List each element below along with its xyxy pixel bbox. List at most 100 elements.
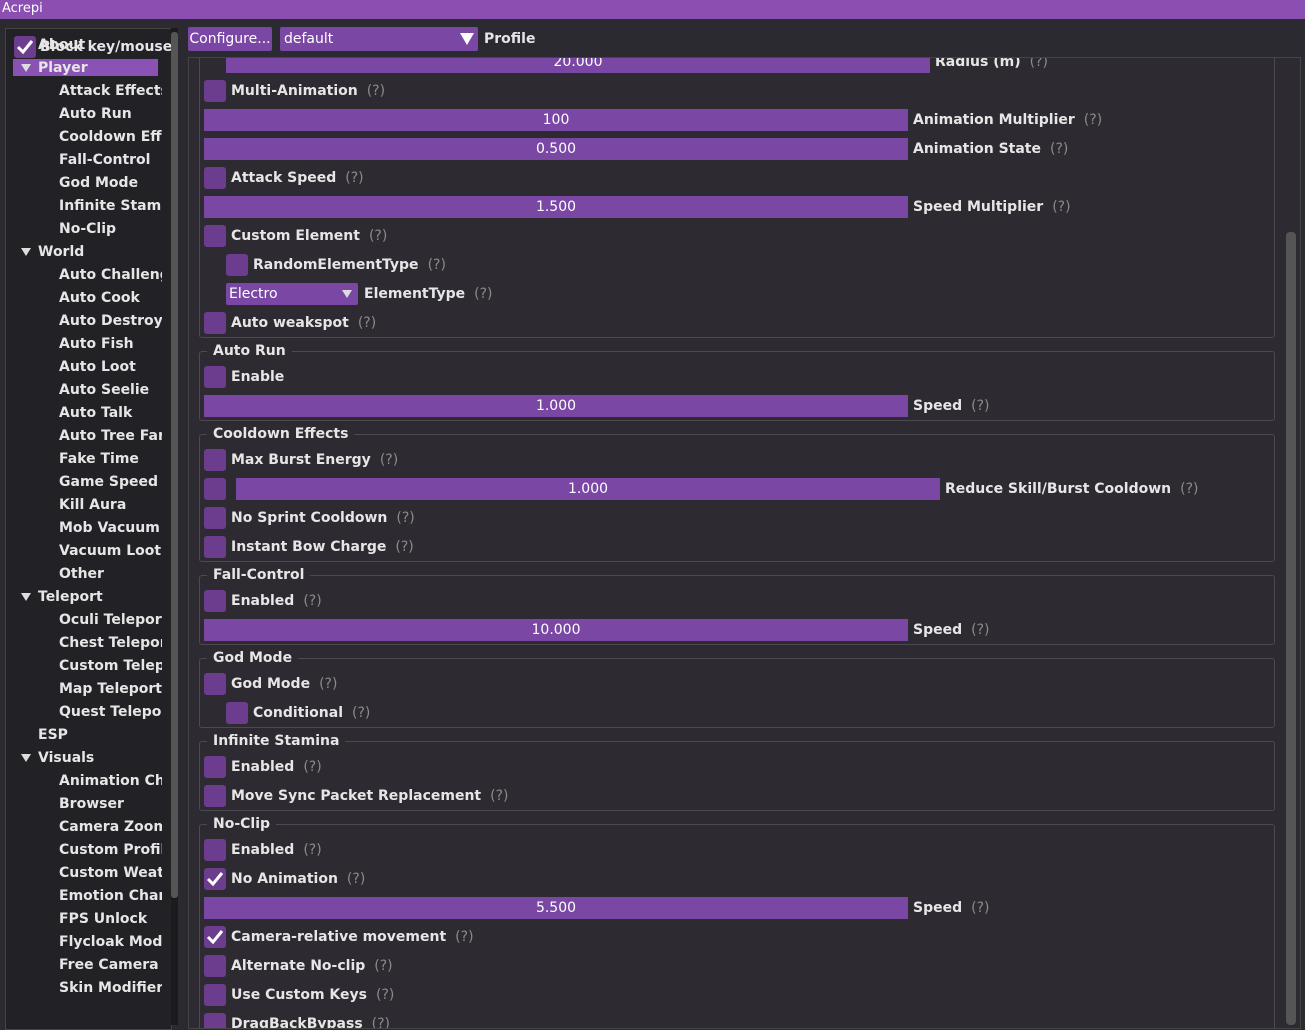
nav-item[interactable]: Game Speed [59,474,159,490]
nav-item[interactable]: Fall-Control [59,152,151,168]
nav-item[interactable]: Map Teleport [59,681,162,697]
nav-item[interactable]: Emotion Changer [59,888,162,904]
nav-item[interactable]: Custom Profile [59,842,162,858]
nav-item[interactable]: Auto Challenge [59,267,162,283]
slider[interactable]: 1.000 [236,478,940,500]
checkbox[interactable] [204,839,226,861]
checkbox[interactable] [204,312,226,334]
checkbox[interactable] [204,366,226,388]
nav-item[interactable]: No-Clip [59,221,117,237]
nav-item[interactable]: Player [38,60,88,76]
nav-item[interactable]: Auto Talk [59,405,133,421]
help-marker[interactable]: (?) [345,170,364,186]
nav-item[interactable]: Visuals [38,750,95,766]
nav-item[interactable]: Mob Vacuum [59,520,160,536]
slider[interactable]: 100 [204,109,908,131]
nav-item[interactable]: Quest Teleport [59,704,162,720]
profile-dropdown[interactable]: default [280,27,478,51]
help-marker[interactable]: (?) [474,286,493,302]
help-marker[interactable]: (?) [1050,141,1069,157]
nav-item[interactable]: Vacuum Loot [59,543,162,559]
nav-item[interactable]: Skin Modifier [59,980,162,996]
checkbox[interactable] [204,785,226,807]
checkbox[interactable] [204,167,226,189]
help-marker[interactable]: (?) [971,622,990,638]
nav-item[interactable]: Chest Teleport [59,635,162,651]
help-marker[interactable]: (?) [368,228,388,244]
checkbox[interactable] [204,984,226,1006]
checkbox[interactable] [204,507,226,529]
help-marker[interactable]: (?) [1052,199,1071,215]
help-marker[interactable]: (?) [375,987,395,1003]
help-marker[interactable]: (?) [352,705,371,721]
help-marker[interactable]: (?) [395,539,414,555]
nav-item[interactable]: Auto Seelie [59,382,150,398]
nav-item[interactable]: Auto Cook [59,290,140,306]
nav-item[interactable]: Auto Fish [59,336,134,352]
nav-item[interactable]: Camera Zoom [59,819,162,835]
help-marker[interactable]: (?) [971,398,990,414]
nav-item[interactable]: Oculi Teleport [59,612,162,628]
checkbox[interactable] [204,590,226,612]
nav-item[interactable]: Auto Run [59,106,132,122]
configure-button[interactable]: Configure... [188,27,272,51]
nav-item[interactable]: Auto Loot [59,359,136,375]
nav-item[interactable]: Other [59,566,104,582]
help-marker[interactable]: (?) [374,958,393,974]
checkbox[interactable] [204,478,226,500]
checkbox[interactable] [226,702,248,724]
checkbox[interactable] [204,868,226,890]
help-marker[interactable]: (?) [1180,481,1199,497]
help-marker[interactable]: (?) [357,315,377,331]
nav-item[interactable]: Free Camera [59,957,159,973]
nav-item[interactable]: Flycloak Modifier [59,934,162,950]
checkbox[interactable] [204,1013,226,1028]
help-marker[interactable]: (?) [455,929,474,945]
slider[interactable]: 5.500 [204,897,908,919]
nav-item[interactable]: Fake Time [59,451,139,467]
nav-item[interactable]: About [38,37,86,53]
checkbox[interactable] [204,926,226,948]
nav-item[interactable]: Browser [59,796,124,812]
help-marker[interactable]: (?) [396,510,415,526]
nav-item[interactable]: Kill Aura [59,497,127,513]
nav-item[interactable]: World [38,244,85,260]
help-marker[interactable]: (?) [379,452,399,468]
nav-item[interactable]: Animation Changer [59,773,162,789]
nav-item[interactable]: ESP [38,727,68,743]
help-marker[interactable]: (?) [303,593,322,609]
slider[interactable]: 1.500 [204,196,908,218]
checkbox[interactable] [226,254,248,276]
combo-box[interactable]: Electro [226,283,358,305]
block-checkbox[interactable] [14,36,36,58]
help-marker[interactable]: (?) [303,759,322,775]
nav-item[interactable]: God Mode [59,175,139,191]
nav-item[interactable]: Custom Weather [59,865,162,881]
nav-item[interactable]: Custom Teleports [59,658,162,674]
nav-item[interactable]: Teleport [38,589,103,605]
slider[interactable]: 20.000 [226,58,930,73]
checkbox[interactable] [204,225,226,247]
help-marker[interactable]: (?) [319,676,338,692]
checkbox[interactable] [204,536,226,558]
nav-item[interactable]: Infinite Stamina [59,198,162,214]
help-marker[interactable]: (?) [1029,57,1048,70]
nav-item[interactable]: Attack Effects [59,83,162,99]
slider[interactable]: 0.500 [204,138,908,160]
checkbox[interactable] [204,449,226,471]
slider[interactable]: 10.000 [204,619,908,641]
help-marker[interactable]: (?) [490,788,509,804]
help-marker[interactable]: (?) [303,842,322,858]
checkbox[interactable] [204,80,226,102]
checkbox[interactable] [204,955,226,977]
help-marker[interactable]: (?) [427,257,446,273]
slider[interactable]: 1.000 [204,395,908,417]
checkbox[interactable] [204,673,226,695]
help-marker[interactable]: (?) [346,871,366,887]
help-marker[interactable]: (?) [1083,112,1103,128]
nav-item[interactable]: Cooldown Effects [59,129,162,145]
help-marker[interactable]: (?) [371,1016,391,1029]
nav-item[interactable]: Auto Destroy Objects [59,313,162,329]
nav-item[interactable]: Auto Tree Farm [59,428,162,444]
help-marker[interactable]: (?) [971,900,990,916]
